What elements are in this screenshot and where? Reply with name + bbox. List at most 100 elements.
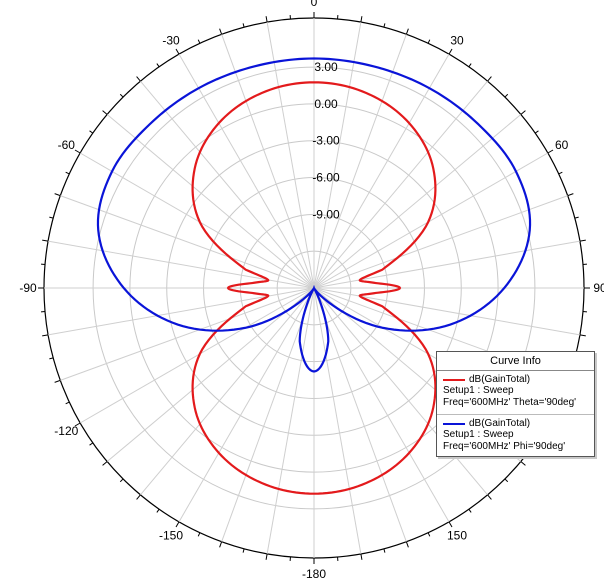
radial-tick-label: -6.00 bbox=[312, 171, 340, 185]
angle-tick-label: -60 bbox=[58, 138, 76, 152]
angular-gridline bbox=[48, 240, 315, 289]
angle-tick-mark bbox=[54, 193, 61, 197]
angle-tick-mark bbox=[504, 478, 509, 483]
legend-entry-2: dB(GainTotal) Setup1 : Sweep Freq='600MH… bbox=[437, 414, 594, 458]
angle-tick-mark bbox=[49, 357, 54, 360]
angle-tick-mark bbox=[405, 541, 409, 548]
angle-tick-mark bbox=[242, 23, 245, 28]
angle-tick-mark bbox=[265, 16, 268, 23]
legend-series-name: dB(GainTotal) bbox=[469, 374, 531, 385]
angular-gridline bbox=[313, 287, 407, 542]
angle-tick-mark bbox=[579, 239, 586, 242]
angular-gridline bbox=[313, 80, 488, 289]
angle-tick-mark bbox=[427, 532, 431, 537]
angular-gridline bbox=[266, 287, 315, 554]
angular-gridline bbox=[140, 287, 315, 496]
angular-gridline bbox=[266, 22, 315, 289]
angle-tick-mark bbox=[487, 494, 492, 500]
angle-tick-mark bbox=[558, 171, 563, 175]
angle-tick-mark bbox=[102, 110, 108, 115]
angle-tick-mark bbox=[89, 442, 94, 446]
angle-tick-label: -180 bbox=[302, 567, 326, 578]
angle-tick-mark bbox=[520, 461, 526, 466]
radial-tick-label: 0.00 bbox=[314, 97, 338, 111]
angle-tick-mark bbox=[574, 216, 579, 219]
angle-tick-mark bbox=[405, 28, 409, 35]
angle-tick-mark bbox=[54, 379, 61, 383]
angle-tick-mark bbox=[547, 149, 554, 154]
angular-gridline bbox=[313, 287, 488, 496]
angle-tick-mark bbox=[383, 548, 386, 553]
angular-gridline bbox=[313, 53, 450, 289]
angle-tick-mark bbox=[197, 532, 201, 537]
angle-tick-mark bbox=[42, 334, 49, 337]
angular-gridline bbox=[313, 195, 568, 289]
legend-series-condition: Freq='600MHz' Phi='90deg' bbox=[443, 441, 566, 453]
angle-tick-mark bbox=[448, 521, 453, 528]
legend[interactable]: Curve Info dB(GainTotal) Setup1 : Sweep … bbox=[436, 351, 595, 457]
angular-gridline bbox=[221, 287, 315, 542]
angular-gridline bbox=[79, 152, 315, 289]
angle-tick-mark bbox=[219, 28, 223, 35]
legend-swatch-red bbox=[443, 378, 465, 381]
angle-tick-mark bbox=[156, 63, 160, 68]
angle-tick-mark bbox=[65, 171, 70, 175]
angular-gridline bbox=[178, 53, 315, 289]
legend-series-setup: Setup1 : Sweep bbox=[443, 429, 514, 441]
angle-tick-mark bbox=[448, 48, 453, 55]
angular-gridline bbox=[60, 287, 315, 381]
angle-tick-label: 90 bbox=[593, 281, 604, 295]
angular-gridline bbox=[313, 114, 522, 289]
angle-tick-mark bbox=[520, 110, 526, 115]
angle-tick-mark bbox=[567, 193, 574, 197]
angle-tick-mark bbox=[74, 422, 81, 427]
angular-gridline bbox=[313, 152, 549, 289]
angle-tick-mark bbox=[219, 541, 223, 548]
legend-series-condition: Freq='600MHz' Theta='90deg' bbox=[443, 397, 577, 409]
angle-tick-mark bbox=[49, 216, 54, 219]
legend-swatch-blue bbox=[443, 422, 465, 425]
legend-title: Curve Info bbox=[437, 352, 594, 371]
angle-tick-mark bbox=[383, 23, 386, 28]
series-curve-2 bbox=[96, 57, 532, 373]
angle-tick-mark bbox=[427, 39, 431, 44]
angular-gridline bbox=[313, 287, 450, 523]
angle-tick-mark bbox=[119, 93, 124, 98]
angle-tick-mark bbox=[468, 63, 472, 68]
angle-tick-mark bbox=[468, 508, 472, 513]
angle-tick-mark bbox=[197, 39, 201, 44]
angle-tick-label: -30 bbox=[162, 33, 180, 47]
angle-tick-mark bbox=[265, 553, 268, 560]
angular-gridline bbox=[313, 287, 362, 554]
angle-tick-mark bbox=[89, 130, 94, 134]
legend-series-setup: Setup1 : Sweep bbox=[443, 385, 514, 397]
angle-tick-label: -90 bbox=[19, 281, 37, 295]
angle-tick-mark bbox=[242, 548, 245, 553]
angular-gridline bbox=[106, 114, 315, 289]
angle-tick-mark bbox=[136, 494, 141, 500]
legend-entry-1: dB(GainTotal) Setup1 : Sweep Freq='600MH… bbox=[437, 371, 594, 414]
angle-tick-mark bbox=[360, 553, 363, 560]
radial-tick-label: 3.00 bbox=[314, 60, 338, 74]
radial-tick-labels: 3.00 0.00 -3.00 -6.00 -9.00 bbox=[312, 60, 340, 221]
radial-tick-label: -9.00 bbox=[312, 207, 340, 221]
angular-gridline bbox=[178, 287, 315, 523]
series-curve-1 bbox=[191, 81, 437, 495]
angle-tick-mark bbox=[119, 478, 124, 483]
angle-tick-label: 60 bbox=[555, 138, 569, 152]
angular-gridline bbox=[140, 80, 315, 289]
angle-tick-label: 150 bbox=[447, 529, 467, 543]
angle-tick-mark bbox=[136, 76, 141, 82]
polar-grid bbox=[38, 12, 590, 564]
angle-tick-label: -150 bbox=[159, 529, 183, 543]
angle-tick-mark bbox=[74, 149, 81, 154]
angular-gridline bbox=[79, 287, 315, 424]
angular-gridline bbox=[48, 287, 315, 336]
angle-tick-label: 0 bbox=[311, 0, 318, 9]
angular-gridline bbox=[221, 34, 315, 289]
angle-tick-label: 30 bbox=[450, 33, 464, 47]
angle-tick-mark bbox=[102, 461, 108, 466]
angle-tick-mark bbox=[360, 16, 363, 23]
angle-tick-mark bbox=[579, 334, 586, 337]
